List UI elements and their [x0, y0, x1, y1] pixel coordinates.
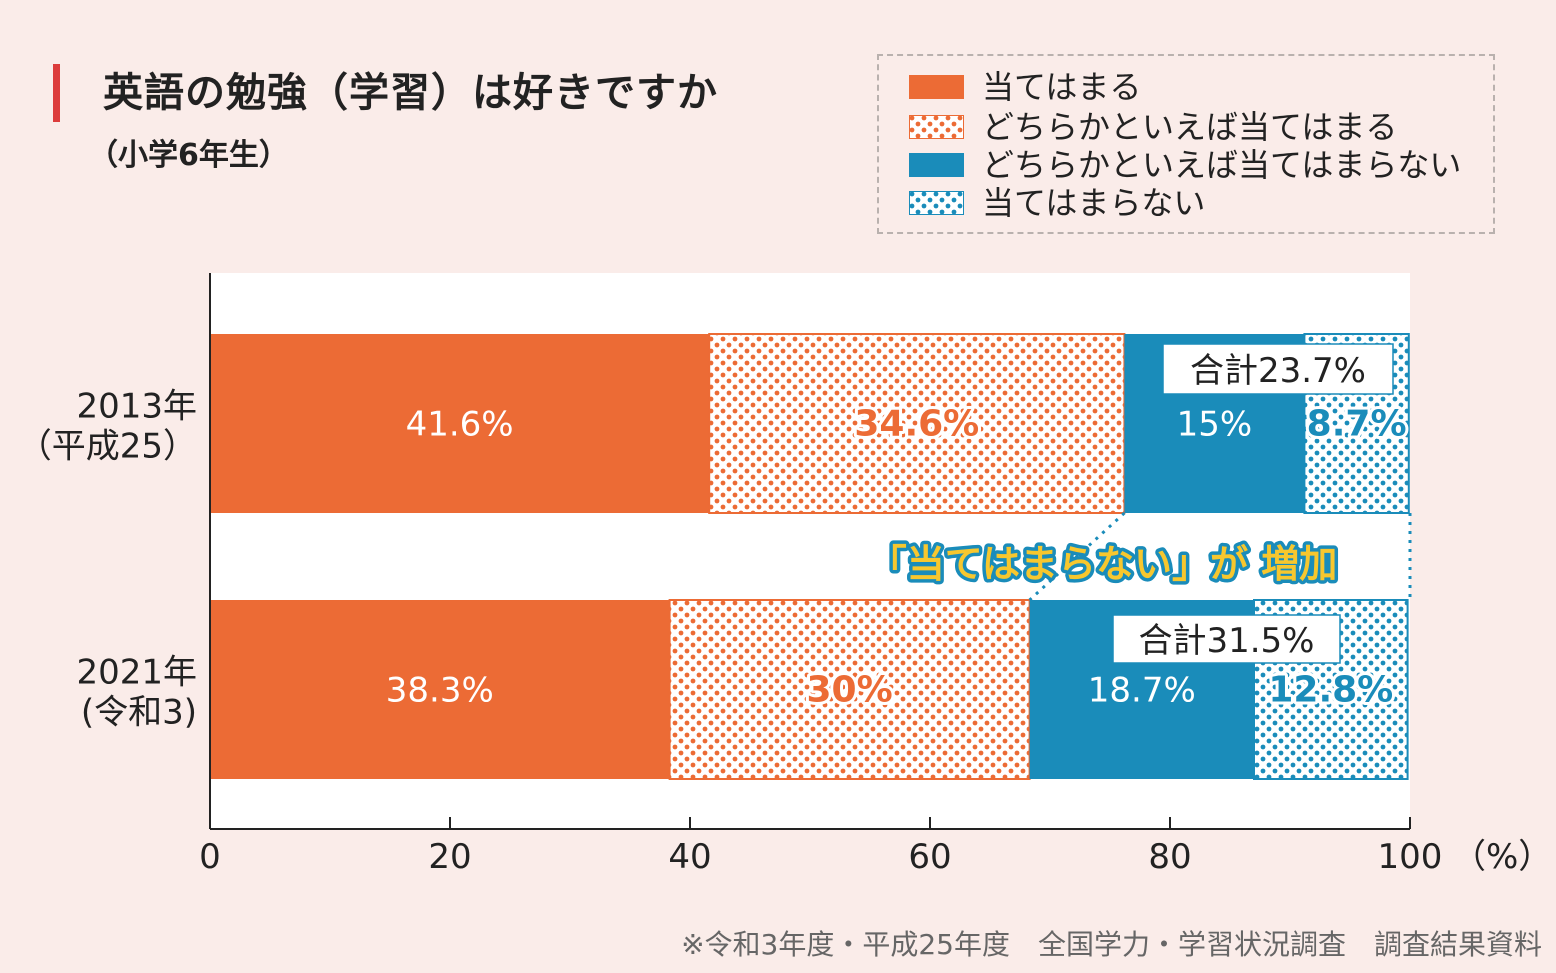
data-label: 18.7%	[1088, 671, 1196, 711]
data-label: 38.3%	[386, 671, 494, 711]
legend-item-dochiraka-atehamaru: どちらかといえば当てはまる	[909, 110, 1397, 144]
x-tick-label: 40	[668, 837, 711, 877]
title-accent-bar	[53, 64, 60, 122]
chart-subtitle: （小学6年生）	[88, 138, 289, 173]
x-tick-label: 80	[1148, 837, 1191, 877]
x-tick-label: 60	[908, 837, 951, 877]
category-label: 2021年	[76, 653, 197, 693]
legend-item-dochiraka-atehamaranai: どちらかといえば当てはまらない	[909, 148, 1461, 182]
connector-line	[1028, 511, 1126, 602]
data-label: 12.8%	[1268, 670, 1393, 711]
legend-item-atehamaranai: 当てはまらない	[909, 186, 1205, 220]
legend-item-atehamaru: 当てはまる	[909, 70, 1141, 104]
source-note: ※令和3年度・平成25年度 全国学力・学習状況調査 調査結果資料	[681, 928, 1542, 961]
total-label: 合計23.7%	[1190, 351, 1366, 391]
bar-segment-1-2013年	[210, 334, 710, 513]
bar-segment-2-2013年	[708, 333, 1126, 514]
category-sublabel: (令和3)	[81, 693, 197, 733]
data-label: 8.7%	[1307, 404, 1407, 445]
total-label: 合計31.5%	[1138, 621, 1314, 661]
category-label: 2013年	[76, 387, 197, 427]
legend-label: どちらかといえば当てはまらない	[982, 146, 1462, 184]
callout-text: 「当てはまらない」が 増加	[869, 542, 1337, 586]
x-tick-label: 20	[428, 837, 471, 877]
legend-swatch-solid-orange	[909, 75, 964, 99]
legend-label: 当てはまる	[982, 68, 1142, 106]
x-tick-label: 100	[1378, 837, 1443, 877]
data-label: 15%	[1177, 405, 1253, 445]
legend-swatch-dots-orange	[909, 115, 964, 139]
bar-segment-1-2021年	[210, 600, 670, 779]
legend-label: 当てはまらない	[982, 184, 1206, 222]
legend-swatch-solid-blue	[909, 153, 964, 177]
data-label: 30%	[807, 670, 893, 711]
bar-segment-2-2021年	[668, 599, 1031, 780]
legend: 当てはまる どちらかといえば当てはまる どちらかといえば当てはまらない 当てはま…	[877, 54, 1495, 234]
legend-swatch-dots-blue	[909, 191, 964, 215]
category-sublabel: （平成25）	[18, 427, 197, 467]
legend-label: どちらかといえば当てはまる	[982, 108, 1398, 146]
x-tick-label: 0	[199, 837, 221, 877]
total-box	[1162, 343, 1394, 395]
data-label: 41.6%	[406, 405, 514, 445]
x-axis-unit: （%）	[1452, 837, 1552, 877]
total-box	[1112, 614, 1341, 664]
chart-title: 英語の勉強（学習）は好きですか	[103, 70, 718, 116]
data-label: 34.6%	[854, 404, 979, 445]
